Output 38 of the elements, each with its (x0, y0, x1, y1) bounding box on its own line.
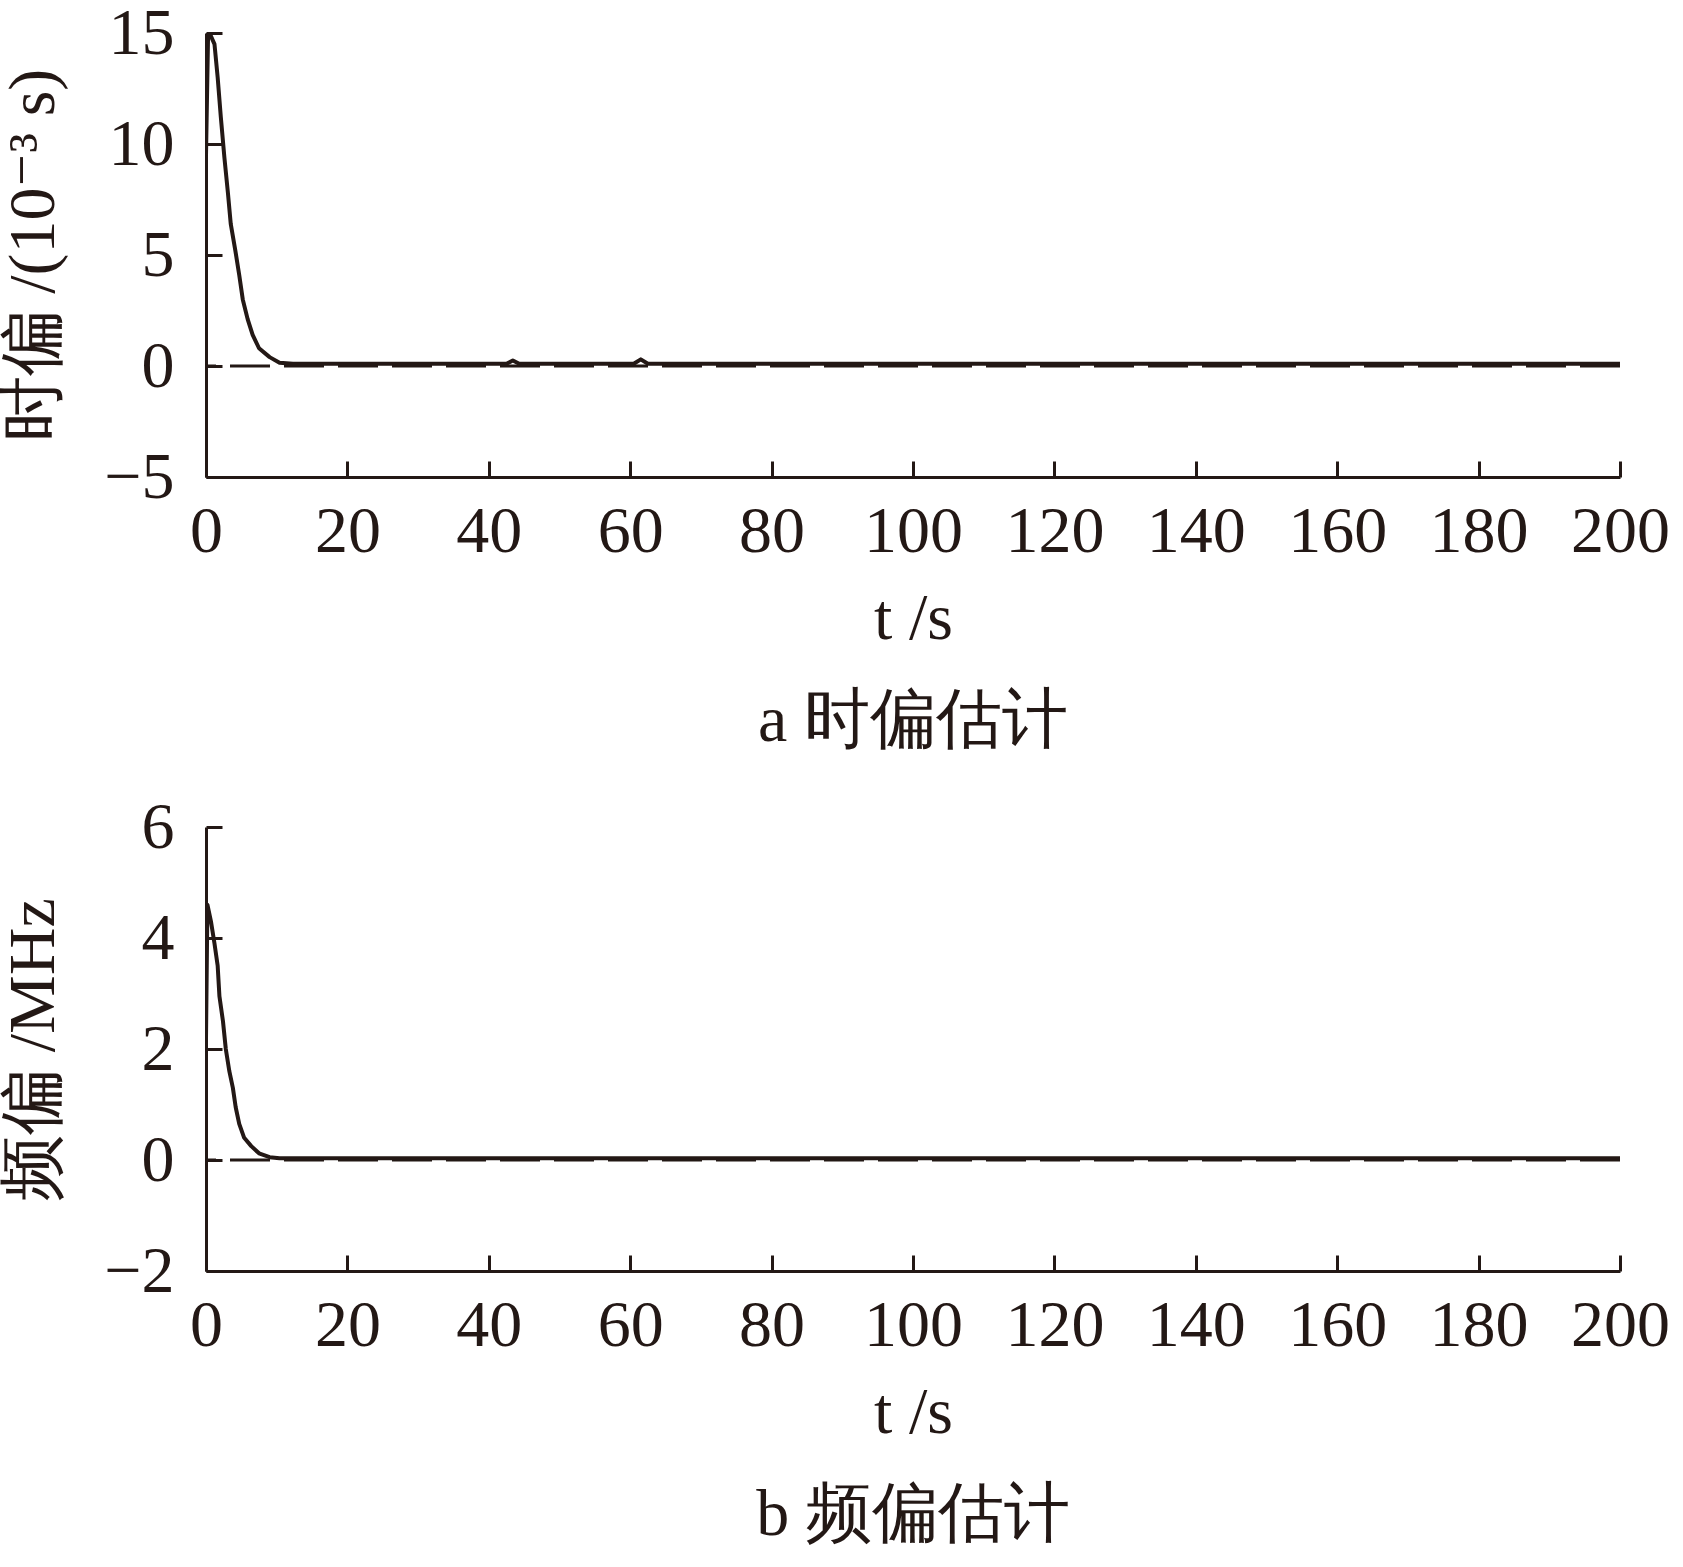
x-tick-label: 80 (739, 492, 806, 566)
x-tick-label: 120 (1005, 492, 1105, 566)
x-tick-label: 180 (1429, 1286, 1529, 1360)
y-axis-title: 时偏 /(10⁻³ s) (0, 68, 70, 443)
x-tick-label: 160 (1288, 1286, 1388, 1360)
y-tick-label: 4 (141, 899, 175, 973)
x-axis-title: t /s (874, 1373, 953, 1447)
text: a 时偏估计 (758, 682, 1068, 755)
x-tick-label: 0 (190, 1286, 223, 1360)
x-tick-label: 120 (1005, 1286, 1105, 1360)
y-axis-title: 频偏 /MHz (0, 898, 69, 1201)
x-tick-label: 40 (456, 492, 523, 566)
x-tick-label: 200 (1571, 492, 1670, 566)
y-tick-label: 0 (141, 327, 175, 401)
x-tick-label: 60 (597, 1286, 664, 1360)
x-tick-label: 20 (314, 1286, 381, 1360)
y-tick-label: 6 (141, 788, 175, 862)
x-tick-label: 0 (190, 492, 223, 566)
x-tick-label: 100 (864, 492, 963, 566)
x-tick-label: 20 (314, 492, 381, 566)
x-tick-label: 100 (864, 1286, 963, 1360)
y-tick-label: 10 (108, 105, 175, 179)
x-tick-label: 40 (456, 1286, 523, 1360)
x-tick-label: 200 (1571, 1286, 1670, 1360)
x-axis-title: t /s (874, 579, 953, 653)
y-tick-label: −2 (104, 1232, 175, 1306)
x-tick-label: 160 (1288, 492, 1388, 566)
x-tick-label: 140 (1146, 492, 1246, 566)
y-tick-label: 5 (141, 216, 175, 290)
y-tick-label: 0 (141, 1121, 175, 1195)
x-tick-label: 180 (1429, 492, 1529, 566)
x-tick-label: 80 (739, 1286, 806, 1360)
text: b 频偏估计 (756, 1476, 1070, 1549)
x-tick-label: 140 (1146, 1286, 1246, 1360)
y-tick-label: −5 (104, 438, 175, 512)
y-tick-label: 2 (141, 1010, 175, 1084)
y-tick-label: 15 (108, 0, 175, 68)
x-tick-label: 60 (597, 492, 664, 566)
